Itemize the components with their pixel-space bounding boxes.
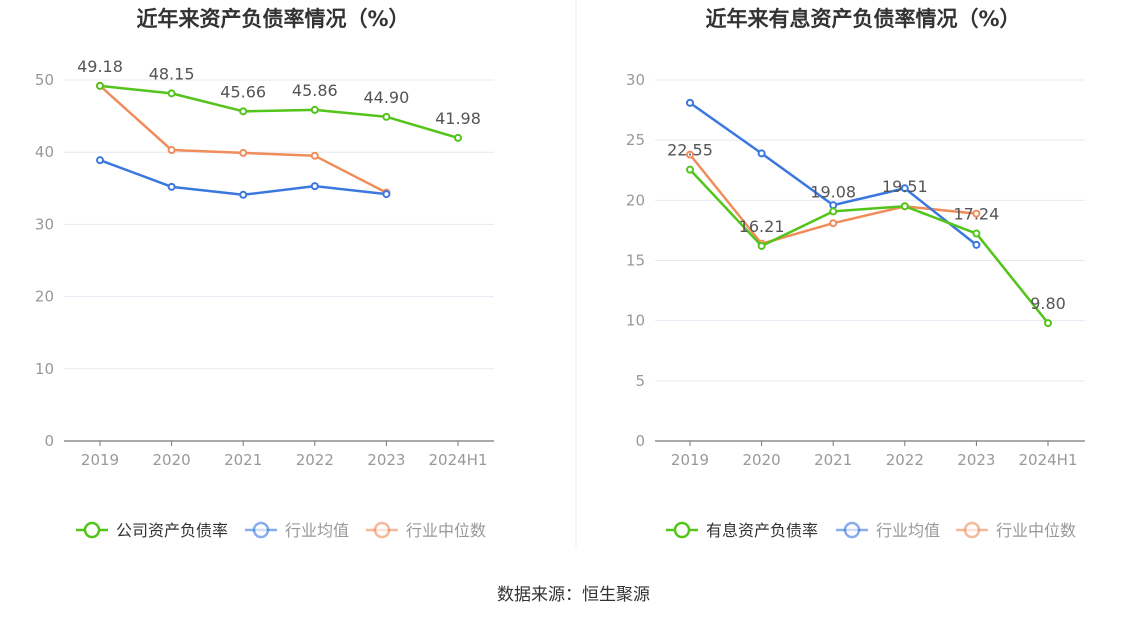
x-tick-label: 2024H1: [429, 451, 488, 469]
x-tick-label: 2021: [224, 451, 262, 469]
data-point: [829, 219, 838, 228]
y-tick-label: 50: [35, 71, 54, 89]
data-point: [96, 81, 104, 90]
legend-label: 行业均值: [876, 521, 940, 540]
data-point: [686, 165, 694, 174]
legend-label: 行业中位数: [996, 521, 1076, 540]
x-tick-label: 2022: [886, 451, 924, 469]
data-label: 48.15: [149, 64, 195, 83]
data-label: 19.51: [882, 177, 928, 196]
legend-marker: [83, 521, 101, 539]
y-tick-label: 10: [626, 312, 645, 330]
data-point: [972, 209, 981, 218]
x-tick-label: 2023: [957, 451, 995, 469]
data-point: [829, 207, 838, 216]
legend-marker: [673, 521, 691, 539]
data-label: 49.18: [77, 57, 123, 76]
y-tick-label: 5: [635, 372, 645, 390]
data-point: [310, 182, 319, 191]
series-line: [99, 158, 387, 197]
data-point: [239, 148, 248, 157]
data-point: [686, 150, 694, 159]
data-point: [829, 201, 838, 210]
data-point: [96, 156, 104, 165]
y-tick-label: 15: [626, 252, 645, 270]
data-point: [167, 182, 176, 191]
data-point: [972, 229, 981, 238]
legend-label: 有息资产负债率: [706, 521, 818, 540]
data-point: [167, 89, 176, 98]
data-label: 41.98: [435, 109, 481, 128]
data-label: 9.80: [1030, 294, 1066, 313]
y-tick-label: 0: [44, 432, 54, 450]
data-label: 22.55: [667, 141, 713, 160]
data-point: [972, 240, 981, 249]
data-label: 45.66: [220, 82, 266, 101]
chart-title: 近年来资产负债率情况（%）: [136, 7, 409, 31]
legend-marker: [843, 521, 861, 539]
x-tick-label: 2023: [367, 451, 405, 469]
data-point: [757, 241, 766, 250]
y-tick-label: 30: [35, 215, 54, 233]
legend-marker: [373, 521, 391, 539]
x-tick-label: 2022: [296, 451, 334, 469]
series-line: [99, 84, 459, 140]
data-point: [310, 151, 319, 160]
legend-label: 行业中位数: [406, 521, 486, 540]
data-point: [382, 190, 391, 199]
y-tick-label: 10: [35, 360, 54, 378]
data-source-caption: 数据来源：恒生聚源: [497, 585, 650, 605]
legend-marker: [963, 521, 981, 539]
data-point: [900, 202, 909, 211]
legend-label: 公司资产负债率: [116, 521, 228, 540]
series-line: [689, 168, 1049, 324]
x-tick-label: 2024H1: [1019, 451, 1078, 469]
x-tick-label: 2019: [671, 451, 709, 469]
data-point: [454, 133, 462, 142]
data-point: [310, 105, 319, 114]
chart-title: 近年来有息资产负债率情况（%）: [705, 7, 1020, 31]
data-label: 19.08: [810, 182, 856, 201]
data-point: [239, 190, 248, 199]
legend-label: 行业均值: [285, 521, 349, 540]
data-point: [757, 149, 766, 158]
data-point: [1044, 319, 1052, 328]
data-point: [167, 146, 176, 155]
y-tick-label: 0: [635, 432, 645, 450]
data-point: [686, 98, 694, 107]
legend-marker: [252, 521, 270, 539]
y-tick-label: 20: [626, 191, 645, 209]
x-tick-label: 2021: [814, 451, 852, 469]
y-tick-label: 40: [35, 143, 54, 161]
data-point: [382, 112, 391, 121]
data-label: 17.24: [953, 205, 999, 224]
data-point: [900, 184, 909, 193]
x-tick-label: 2019: [81, 451, 119, 469]
y-tick-label: 30: [626, 71, 645, 89]
x-tick-label: 2020: [153, 451, 191, 469]
x-tick-label: 2020: [743, 451, 781, 469]
y-tick-label: 25: [626, 131, 645, 149]
data-label: 45.86: [292, 81, 338, 100]
data-point: [239, 107, 248, 116]
y-tick-label: 20: [35, 288, 54, 306]
data-label: 16.21: [739, 217, 785, 236]
data-label: 44.90: [363, 88, 409, 107]
